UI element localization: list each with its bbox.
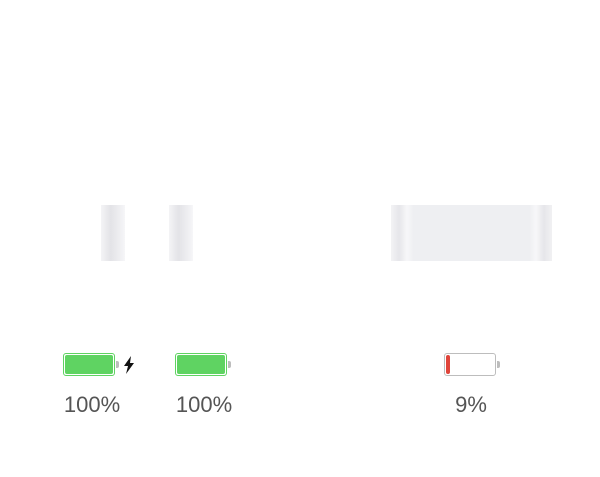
left-airpod-battery-icon: [63, 353, 119, 376]
right-airpod-image: [169, 205, 193, 261]
battery-fill: [446, 355, 450, 374]
battery-fill: [65, 355, 113, 374]
right-airpod-battery-icon: [175, 353, 231, 376]
case-battery-label: 9%: [455, 392, 487, 417]
right-airpod-battery-label: 100%: [175, 392, 233, 417]
case-image: [391, 205, 552, 261]
charging-bolt-icon: [124, 356, 134, 374]
left-airpod-battery-label: 100%: [63, 392, 121, 417]
battery-fill: [177, 355, 225, 374]
left-airpod-image: [101, 205, 125, 261]
case-battery-icon: [444, 353, 500, 376]
